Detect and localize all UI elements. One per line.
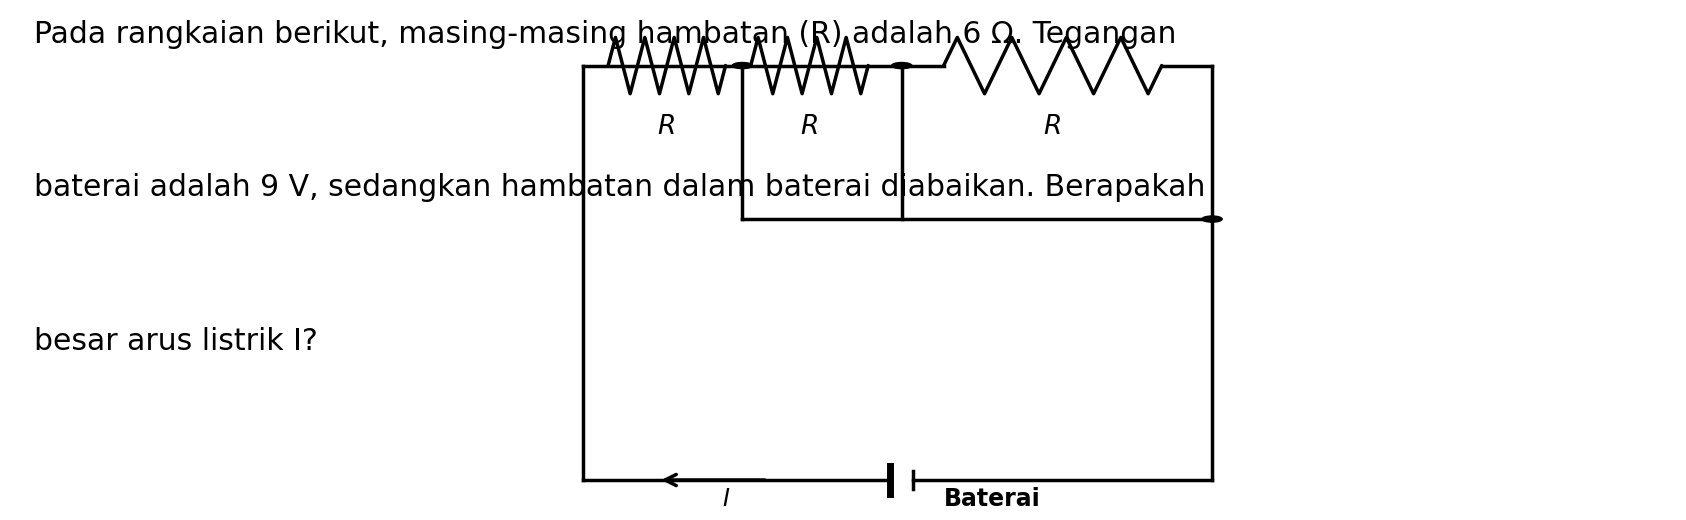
Text: baterai adalah 9 V, sedangkan hambatan dalam baterai diabaikan. Berapakah: baterai adalah 9 V, sedangkan hambatan d… — [34, 173, 1205, 202]
Text: besar arus listrik I?: besar arus listrik I? — [34, 327, 319, 356]
Text: R: R — [801, 114, 819, 140]
Text: Baterai: Baterai — [944, 487, 1040, 511]
Circle shape — [892, 62, 912, 69]
Text: R: R — [1044, 114, 1062, 140]
Text: I: I — [722, 487, 728, 511]
Circle shape — [1202, 216, 1222, 222]
Circle shape — [732, 62, 752, 69]
Text: R: R — [658, 114, 676, 140]
Text: Pada rangkaian berikut, masing-masing hambatan (R) adalah 6 Ω. Tegangan: Pada rangkaian berikut, masing-masing ha… — [34, 20, 1177, 48]
